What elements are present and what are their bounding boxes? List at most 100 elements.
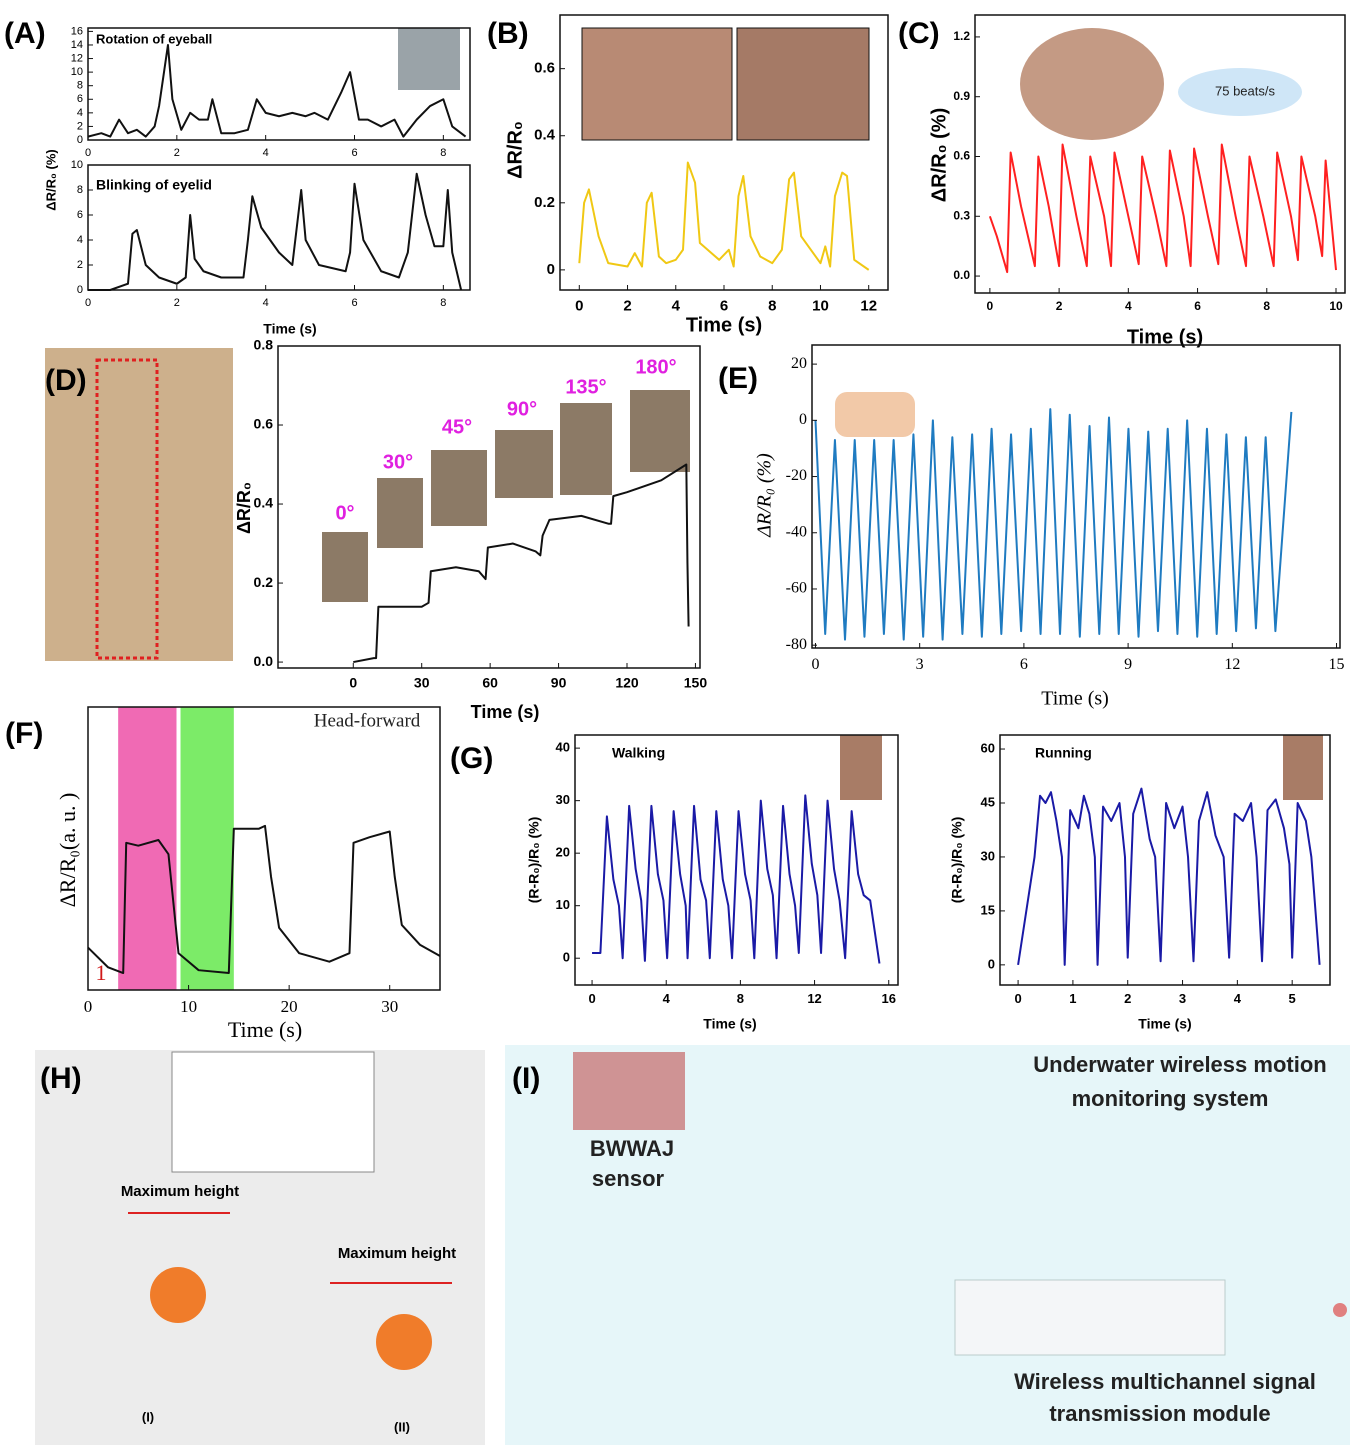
data-line — [990, 145, 1336, 273]
x-tick-label: 8 — [768, 297, 776, 314]
x-tick-label: 8 — [1263, 299, 1270, 313]
y-tick-label: 12 — [71, 52, 83, 64]
x-tick-label: 150 — [684, 674, 708, 690]
y-tick-label: 8 — [77, 184, 83, 196]
x-tick-label: 6 — [720, 297, 728, 314]
photo — [431, 450, 487, 526]
x-tick-label: 4 — [663, 991, 671, 1006]
x-tick-label: 0 — [85, 297, 91, 309]
label: (II) — [394, 1419, 410, 1434]
y-tick-label: -60 — [786, 580, 807, 597]
x-tick-label: 2 — [174, 147, 180, 159]
x-tick-label: 20 — [281, 997, 298, 1016]
x-axis-label: Time (s) — [263, 321, 316, 337]
label: monitoring system — [1072, 1086, 1269, 1111]
label: sensor — [592, 1166, 665, 1191]
figure: Maximum height Maximum height (I) (II) (… — [0, 0, 1350, 1448]
label: Maximum height — [121, 1183, 239, 1200]
x-tick-label: 6 — [1020, 656, 1028, 673]
inset-plot — [172, 1052, 374, 1172]
x-tick-label: 30 — [381, 997, 398, 1016]
panel-label: (B) — [487, 17, 529, 50]
data-line — [815, 409, 1291, 639]
panel-label: (I) — [512, 1062, 540, 1095]
x-tick-label: 0 — [987, 299, 994, 313]
y-axis-label: ΔR/R₀(a. u. ) — [55, 793, 80, 908]
x-tick-label: 4 — [263, 297, 269, 309]
x-tick-label: 12 — [860, 297, 877, 314]
photo — [630, 390, 690, 472]
module — [955, 1280, 1225, 1355]
photo — [377, 478, 423, 548]
panel-label: (D) — [45, 364, 87, 397]
y-tick-label: 2 — [77, 120, 83, 132]
photo — [398, 28, 460, 90]
x-tick-label: 0 — [349, 674, 357, 690]
y-tick-label: 0.6 — [254, 416, 274, 432]
dot — [1333, 1303, 1347, 1317]
x-tick-label: 6 — [351, 147, 357, 159]
x-tick-label: 8 — [440, 147, 446, 159]
panel-label: (A) — [4, 17, 46, 50]
x-tick-label: 15 — [1329, 656, 1345, 673]
x-tick-label: 0 — [588, 991, 595, 1006]
label: Maximum height — [338, 1245, 456, 1262]
label: transmission module — [1049, 1401, 1270, 1426]
x-tick-label: 90 — [551, 674, 567, 690]
x-tick-label: 2 — [1056, 299, 1063, 313]
photo — [322, 532, 368, 602]
y-tick-label: 0.4 — [254, 495, 274, 511]
y-axis-label: ΔR/R₀ (%) — [754, 453, 776, 538]
y-tick-label: 0.2 — [254, 574, 274, 590]
ball — [376, 1314, 432, 1370]
x-tick-label: 16 — [881, 991, 895, 1006]
y-tick-label: 20 — [556, 845, 570, 860]
data-line — [1018, 789, 1319, 965]
y-tick-label: 0.0 — [254, 653, 274, 669]
y-tick-label: 0 — [77, 134, 83, 146]
x-tick-label: 0 — [85, 147, 91, 159]
knee-icon — [1283, 735, 1323, 800]
x-tick-label: 2 — [623, 297, 631, 314]
y-tick-label: 30 — [981, 848, 995, 863]
label: BWWAJ — [590, 1136, 674, 1161]
photo — [560, 403, 612, 495]
y-axis-label: ΔR/R₀ (%) — [43, 149, 58, 210]
x-tick-label: 30 — [414, 674, 430, 690]
x-tick-label: 8 — [440, 297, 446, 309]
y-tick-label: 0.6 — [534, 60, 555, 77]
x-tick-label: 1 — [1069, 991, 1076, 1006]
y-tick-label: 10 — [556, 897, 570, 912]
y-tick-label: 14 — [71, 39, 83, 51]
label: Wireless multichannel signal — [1014, 1369, 1316, 1394]
chart: 0481216010203040(G)WalkingTime (s)(R-R₀)… — [450, 735, 898, 1032]
y-tick-label: 20 — [791, 355, 807, 372]
y-tick-label: 2 — [77, 259, 83, 271]
panel-label: (F) — [5, 717, 43, 750]
chart-title: Walking — [612, 745, 665, 761]
x-tick-label: 2 — [1124, 991, 1131, 1006]
y-tick-label: 0 — [547, 261, 555, 278]
x-tick-label: 3 — [1179, 991, 1186, 1006]
data-line — [592, 795, 879, 963]
y-tick-label: 0 — [799, 411, 807, 428]
y-tick-label: 0 — [563, 950, 570, 965]
chart-title: Rotation of eyeball — [96, 31, 212, 46]
photo — [737, 28, 869, 140]
photo — [495, 430, 553, 498]
y-axis-label: (R-R₀)/R₀ (%) — [526, 817, 542, 904]
y-tick-label: 0.9 — [953, 89, 970, 103]
x-axis-label: Time (s) — [1138, 1016, 1191, 1032]
photo — [1020, 28, 1164, 140]
x-tick-label: 9 — [1124, 656, 1132, 673]
y-tick-label: 6 — [77, 209, 83, 221]
x-tick-label: 0 — [1014, 991, 1021, 1006]
chart-title: Running — [1035, 745, 1092, 761]
x-tick-label: 3 — [916, 656, 924, 673]
x-tick-label: 12 — [807, 991, 821, 1006]
x-tick-label: 60 — [482, 674, 498, 690]
y-axis-label: ΔR/R₀ (%) — [928, 108, 950, 203]
x-tick-label: 120 — [615, 674, 639, 690]
x-axis-label: Time (s) — [686, 314, 762, 336]
y-tick-label: 40 — [556, 740, 570, 755]
